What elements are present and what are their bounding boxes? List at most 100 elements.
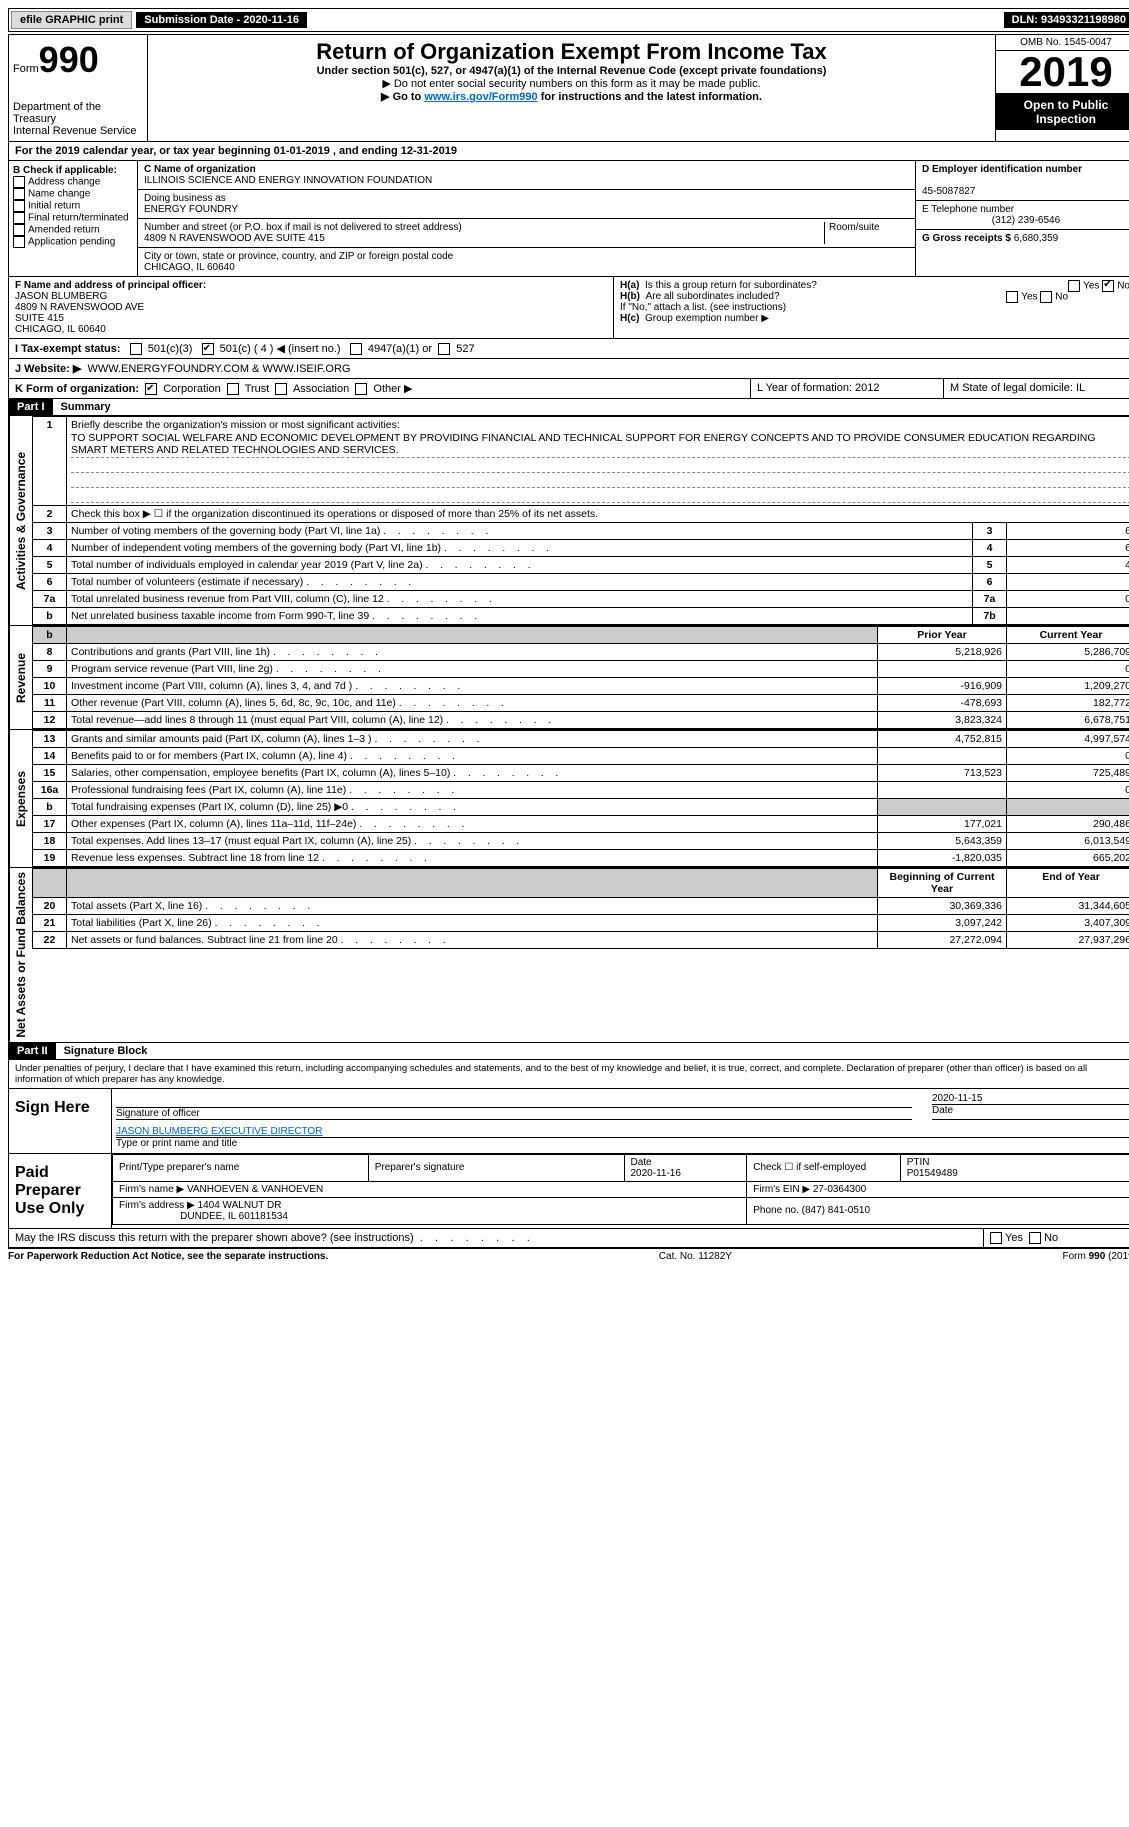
firm-addr: 1404 WALNUT DR bbox=[198, 1200, 282, 1211]
irs-label: Internal Revenue Service bbox=[13, 125, 143, 137]
chk-final[interactable]: Final return/terminated bbox=[28, 213, 129, 224]
col-end: End of Year bbox=[1007, 869, 1129, 898]
preparer-table: Print/Type preparer's name Preparer's si… bbox=[112, 1154, 1129, 1225]
chk-corp[interactable]: Corporation bbox=[163, 383, 220, 395]
officer-addr1: 4809 N RAVENSWOOD AVE bbox=[15, 302, 144, 313]
box-f: F Name and address of principal officer:… bbox=[9, 277, 614, 338]
governance-table: 1 Briefly describe the organization's mi… bbox=[32, 416, 1129, 625]
footer-right: Form 990 (2019) bbox=[1063, 1251, 1129, 1262]
firm-name-label: Firm's name ▶ bbox=[119, 1184, 184, 1195]
chk-address[interactable]: Address change bbox=[28, 177, 100, 188]
declaration-text: Under penalties of perjury, I declare th… bbox=[9, 1060, 1129, 1088]
footer-mid: Cat. No. 11282Y bbox=[659, 1251, 732, 1262]
chk-501c[interactable]: 501(c) ( 4 ) ◀ (insert no.) bbox=[220, 343, 341, 355]
dept-treasury: Department of the Treasury bbox=[13, 101, 143, 125]
org-name-label: C Name of organization bbox=[144, 164, 256, 175]
form-org-label: K Form of organization: bbox=[15, 383, 139, 395]
chk-pending[interactable]: Application pending bbox=[28, 237, 115, 248]
ein-label: D Employer identification number bbox=[922, 164, 1082, 175]
hb-no[interactable]: No bbox=[1055, 292, 1068, 303]
mission-text: TO SUPPORT SOCIAL WELFARE AND ECONOMIC D… bbox=[71, 431, 1129, 458]
table-row: 22Net assets or fund balances. Subtract … bbox=[33, 932, 1129, 949]
ha-no[interactable]: No bbox=[1117, 281, 1129, 292]
box-deg: D Employer identification number 45-5087… bbox=[915, 161, 1129, 276]
check-self[interactable]: Check ☐ if self-employed bbox=[747, 1154, 900, 1181]
signature-block: Sign Here Signature of officer 2020-11-1… bbox=[8, 1089, 1129, 1229]
discuss-yes[interactable]: Yes bbox=[1005, 1232, 1023, 1244]
receipts-value: 6,680,359 bbox=[1014, 233, 1059, 244]
tax-year: 2019 bbox=[996, 50, 1129, 94]
chk-trust[interactable]: Trust bbox=[245, 383, 270, 395]
city-label: City or town, state or province, country… bbox=[144, 251, 453, 262]
hb-yes[interactable]: Yes bbox=[1021, 292, 1037, 303]
state-domicile: M State of legal domicile: IL bbox=[944, 379, 1129, 398]
table-row: 11Other revenue (Part VIII, column (A), … bbox=[33, 695, 1129, 712]
revenue-label: Revenue bbox=[9, 626, 32, 729]
table-row: 21Total liabilities (Part X, line 26)3,0… bbox=[33, 915, 1129, 932]
sig-officer-label: Signature of officer bbox=[116, 1107, 912, 1119]
form-number: 990 bbox=[39, 39, 99, 80]
col-current: Current Year bbox=[1007, 627, 1129, 644]
ha-yes[interactable]: Yes bbox=[1083, 281, 1099, 292]
chk-initial[interactable]: Initial return bbox=[28, 201, 80, 212]
chk-501c3[interactable]: 501(c)(3) bbox=[148, 343, 193, 355]
top-bar: efile GRAPHIC print Submission Date - 20… bbox=[8, 8, 1129, 32]
table-row: 7aTotal unrelated business revenue from … bbox=[33, 591, 1129, 608]
part1-badge: Part I bbox=[9, 399, 53, 415]
dba-label: Doing business as bbox=[144, 193, 226, 204]
officer-name: JASON BLUMBERG bbox=[15, 291, 107, 302]
chk-amended[interactable]: Amended return bbox=[28, 225, 100, 236]
chk-assoc[interactable]: Association bbox=[293, 383, 349, 395]
col-prior: Prior Year bbox=[878, 627, 1007, 644]
chk-other[interactable]: Other ▶ bbox=[373, 383, 412, 395]
part2-header: Part II Signature Block bbox=[8, 1043, 1129, 1060]
q1-label: Briefly describe the organization's miss… bbox=[71, 419, 400, 431]
ha-text: Is this a group return for subordinates? bbox=[645, 280, 817, 291]
hc-text: Group exemption number ▶ bbox=[645, 313, 769, 324]
firm-phone-label: Phone no. bbox=[753, 1205, 799, 1216]
goto-post: for instructions and the latest informat… bbox=[538, 91, 762, 103]
chk-527[interactable]: 527 bbox=[456, 343, 474, 355]
part2-badge: Part II bbox=[9, 1043, 56, 1059]
paid-preparer-label: Paid Preparer Use Only bbox=[9, 1154, 112, 1228]
form-header: Form990 Department of the Treasury Inter… bbox=[8, 34, 1129, 142]
line-a-text: For the 2019 calendar year, or tax year … bbox=[9, 142, 1129, 160]
year-formation: L Year of formation: 2012 bbox=[751, 379, 944, 398]
officer-addr3: CHICAGO, IL 60640 bbox=[15, 324, 106, 335]
line-j: J Website: ▶ WWW.ENERGYFOUNDRY.COM & WWW… bbox=[8, 359, 1129, 379]
part1-header: Part I Summary bbox=[8, 399, 1129, 416]
firm-city: DUNDEE, IL 601181534 bbox=[180, 1211, 288, 1222]
chk-4947[interactable]: 4947(a)(1) or bbox=[368, 343, 432, 355]
firm-phone: (847) 841-0510 bbox=[802, 1205, 870, 1216]
discuss-row: May the IRS discuss this return with the… bbox=[8, 1229, 1129, 1248]
open-inspection: Open to Public Inspection bbox=[996, 94, 1129, 130]
officer-label: F Name and address of principal officer: bbox=[15, 280, 206, 291]
efile-button[interactable]: efile GRAPHIC print bbox=[11, 11, 132, 29]
expenses-section: Expenses 13Grants and similar amounts pa… bbox=[8, 730, 1129, 868]
table-row: 4Number of independent voting members of… bbox=[33, 540, 1129, 557]
box-h: H(a) Is this a group return for subordin… bbox=[614, 277, 1129, 338]
table-row: 12Total revenue—add lines 8 through 11 (… bbox=[33, 712, 1129, 729]
discuss-no[interactable]: No bbox=[1044, 1232, 1058, 1244]
netassets-section: Net Assets or Fund Balances Beginning of… bbox=[8, 868, 1129, 1043]
governance-section: Activities & Governance 1 Briefly descri… bbox=[8, 416, 1129, 626]
officer-name-title[interactable]: JASON BLUMBERG EXECUTIVE DIRECTOR bbox=[116, 1126, 323, 1137]
chk-name[interactable]: Name change bbox=[28, 189, 90, 200]
table-row: 8Contributions and grants (Part VIII, li… bbox=[33, 644, 1129, 661]
box-c: C Name of organization ILLINOIS SCIENCE … bbox=[138, 161, 915, 276]
table-row: 13Grants and similar amounts paid (Part … bbox=[33, 731, 1129, 748]
form-title: Return of Organization Exempt From Incom… bbox=[152, 39, 991, 65]
box-b-label: B Check if applicable: bbox=[13, 165, 133, 176]
table-row: 19Revenue less expenses. Subtract line 1… bbox=[33, 850, 1129, 867]
irs-link[interactable]: www.irs.gov/Form990 bbox=[424, 91, 537, 103]
footer: For Paperwork Reduction Act Notice, see … bbox=[8, 1248, 1129, 1262]
line-i: I Tax-exempt status: 501(c)(3) 501(c) ( … bbox=[8, 339, 1129, 359]
phone-label: E Telephone number bbox=[922, 204, 1014, 215]
box-b: B Check if applicable: Address change Na… bbox=[9, 161, 138, 276]
table-row: 3Number of voting members of the governi… bbox=[33, 523, 1129, 540]
table-row: 5Total number of individuals employed in… bbox=[33, 557, 1129, 574]
ein-value: 45-5087827 bbox=[922, 186, 975, 197]
prep-date-label: Date bbox=[631, 1157, 652, 1168]
suite-label: Room/suite bbox=[829, 222, 880, 233]
table-row: 10Investment income (Part VIII, column (… bbox=[33, 678, 1129, 695]
